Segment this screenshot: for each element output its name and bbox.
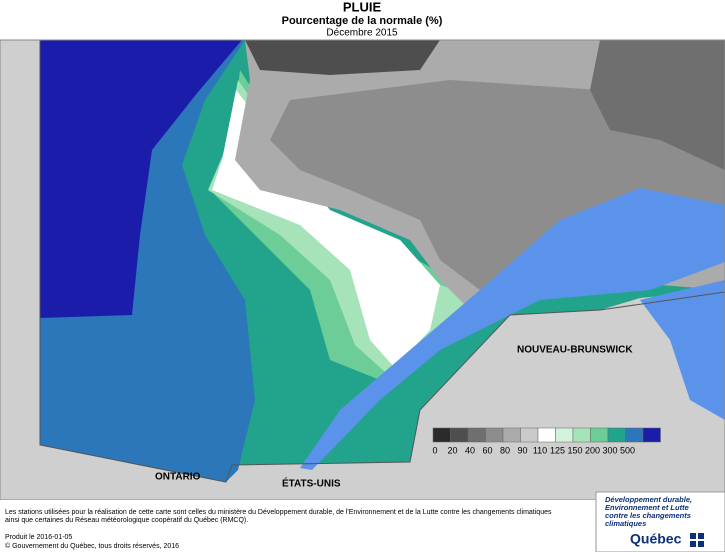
copyright: © Gouvernement du Québec, tous droits ré… bbox=[5, 542, 179, 550]
legend-swatch bbox=[485, 427, 504, 443]
legend-label: 80 bbox=[500, 445, 510, 455]
footer-note: Les stations utilisées pour la réalisati… bbox=[5, 509, 552, 516]
legend-swatch bbox=[555, 427, 574, 443]
zone-40-60 bbox=[590, 40, 725, 170]
legend-label: 500 bbox=[620, 445, 635, 455]
logo-name: Québec bbox=[630, 531, 682, 547]
label-ontario: ONTARIO bbox=[155, 472, 201, 483]
logo-line: Développement durable, bbox=[605, 495, 692, 504]
legend-swatch bbox=[625, 427, 644, 443]
legend-swatch bbox=[502, 427, 521, 443]
legend-swatch bbox=[520, 427, 539, 443]
border bbox=[39, 40, 725, 483]
logo-flag bbox=[690, 533, 704, 547]
new-brunswick bbox=[500, 300, 725, 500]
subtitle: Pourcentage de la normale (%) bbox=[282, 15, 443, 27]
legend-label: 200 bbox=[585, 445, 600, 455]
legend-label: 20 bbox=[447, 445, 457, 455]
legend-swatch bbox=[572, 427, 591, 443]
legend-label: 90 bbox=[517, 445, 527, 455]
label-new-brunswick: NOUVEAU-BRUNSWICK bbox=[517, 345, 633, 356]
zone-500 bbox=[40, 40, 242, 318]
footer-note: ainsi que certaines du Réseau météorolog… bbox=[5, 517, 248, 524]
footer: Les stations utilisées pour la réalisati… bbox=[5, 509, 552, 524]
map bbox=[0, 39, 725, 501]
legend-swatch bbox=[467, 427, 486, 443]
produced: Produit le 2016-01-05 bbox=[5, 534, 72, 541]
legend: 0 20 40 60 80 90 110 125 150 200 300 500 bbox=[432, 427, 661, 455]
legend-swatch bbox=[432, 427, 451, 443]
logo-line: contre les changements bbox=[605, 511, 691, 520]
legend-label: 110 bbox=[533, 445, 547, 455]
legend-swatch bbox=[590, 427, 609, 443]
title: PLUIE bbox=[343, 0, 382, 14]
logo-line: Environnement et Lutte bbox=[605, 503, 689, 512]
legend-label: 60 bbox=[482, 445, 492, 455]
legend-swatch bbox=[607, 427, 626, 443]
logo: Développement durable,Environnement et L… bbox=[605, 495, 692, 528]
zone-20-40 bbox=[245, 40, 440, 75]
legend-label: 150 bbox=[567, 445, 582, 455]
legend-swatch bbox=[537, 427, 556, 443]
label-usa: ÉTATS-UNIS bbox=[282, 477, 341, 490]
logo-line: climatiques bbox=[605, 519, 646, 528]
river bbox=[300, 188, 725, 470]
legend-label: 125 bbox=[550, 445, 565, 455]
date: Décembre 2015 bbox=[326, 28, 398, 39]
legend-label: 300 bbox=[602, 445, 617, 455]
legend-label: 40 bbox=[465, 445, 475, 455]
legend-label: 0 bbox=[432, 445, 437, 455]
legend-swatch bbox=[642, 427, 661, 443]
legend-swatch bbox=[450, 427, 469, 443]
gulf bbox=[640, 280, 725, 420]
